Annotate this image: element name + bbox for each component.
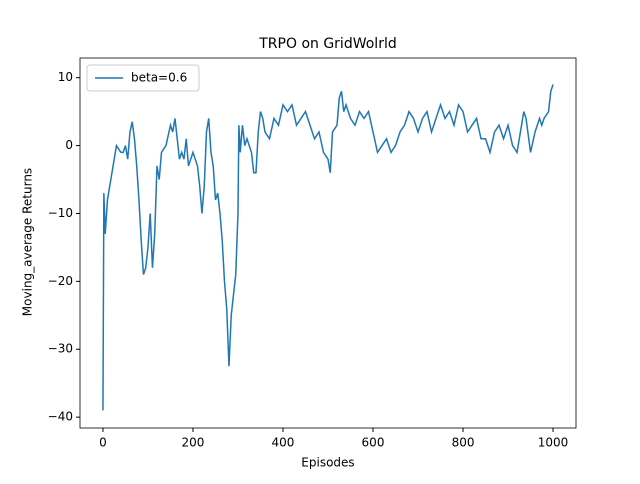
chart-title: TRPO on GridWolrld <box>258 36 396 52</box>
x-axis-label: Episodes <box>301 456 354 470</box>
y-tick-label: −20 <box>48 274 73 288</box>
x-tick-label: 600 <box>362 436 385 450</box>
legend-box <box>86 64 200 92</box>
y-tick-label: −40 <box>48 410 73 424</box>
y-tick-label: 0 <box>65 138 73 152</box>
legend-label: beta=0.6 <box>131 71 187 85</box>
x-tick-label: 1000 <box>538 436 569 450</box>
x-tick-label: 0 <box>99 436 107 450</box>
y-tick-label: −30 <box>48 342 73 356</box>
axes-frame <box>79 57 577 429</box>
y-axis-label: Moving_average Returns <box>21 168 35 316</box>
x-tick-label: 200 <box>182 436 205 450</box>
x-tick-label: 400 <box>272 436 295 450</box>
x-tick-label: 800 <box>452 436 475 450</box>
y-tick-label: 10 <box>58 70 73 84</box>
data-line <box>102 84 554 411</box>
y-tick-label: −10 <box>48 206 73 220</box>
